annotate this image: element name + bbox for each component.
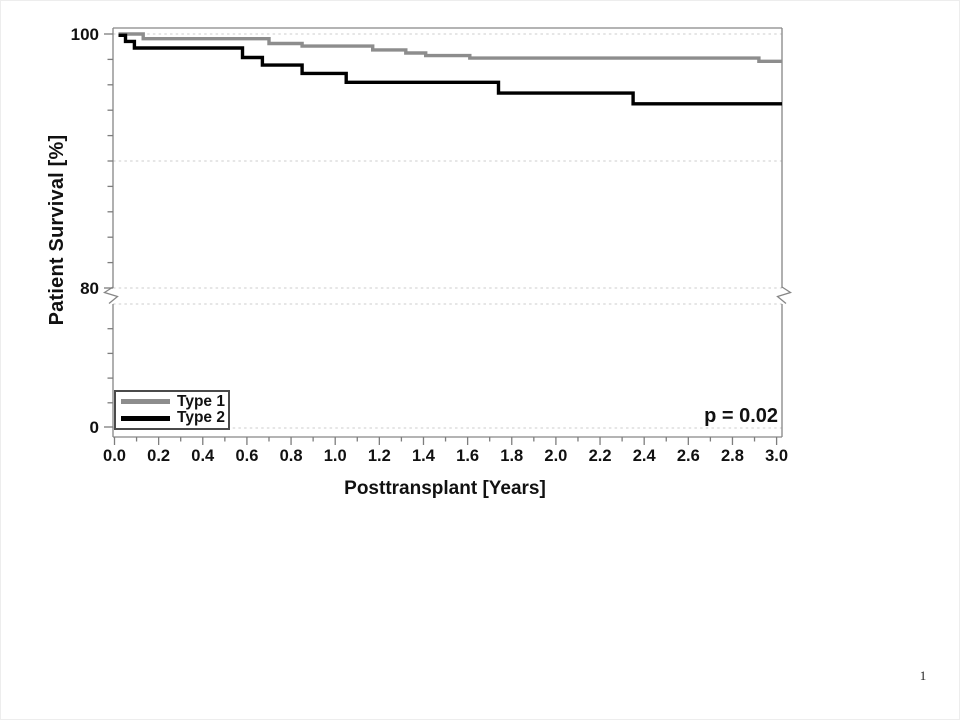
x-tick-label: 0.4 bbox=[191, 447, 215, 465]
x-tick-label: 3.0 bbox=[765, 447, 788, 465]
type1-line-swatch bbox=[121, 399, 170, 404]
x-tick-label: 1.6 bbox=[456, 447, 479, 465]
y-tick-label: 100 bbox=[71, 25, 99, 44]
x-tick-label: 0.0 bbox=[103, 447, 126, 465]
legend-entry-type1: Type 1 bbox=[121, 392, 225, 410]
p-value-annotation: p = 0.02 bbox=[704, 405, 778, 427]
y-axis-break-left bbox=[102, 286, 119, 305]
y-axis-title: Patient Survival [%] bbox=[46, 134, 68, 326]
type2-line-swatch bbox=[121, 416, 170, 421]
legend-label-type1: Type 1 bbox=[177, 392, 225, 410]
x-tick-label: 2.2 bbox=[589, 447, 612, 465]
x-tick-label: 2.4 bbox=[633, 447, 657, 465]
y-axis-break-right bbox=[776, 286, 793, 305]
y-tick-label: 0 bbox=[90, 418, 99, 437]
x-tick-label: 2.0 bbox=[544, 447, 567, 465]
slide-page-number: 1 bbox=[919, 668, 927, 683]
legend-label-type2: Type 2 bbox=[177, 409, 225, 427]
x-tick-label: 0.2 bbox=[147, 447, 170, 465]
x-tick-label: 0.6 bbox=[235, 447, 258, 465]
legend: Type 1 Type 2 bbox=[114, 390, 230, 430]
survival-curve-type-1 bbox=[118, 32, 782, 63]
x-axis-title: Posttransplant [Years] bbox=[344, 478, 546, 499]
x-tick-label: 2.8 bbox=[721, 447, 744, 465]
y-tick-label: 80 bbox=[80, 279, 99, 298]
x-tick-label: 0.8 bbox=[280, 447, 303, 465]
x-tick-label: 1.8 bbox=[500, 447, 523, 465]
legend-entry-type2: Type 2 bbox=[121, 409, 225, 427]
x-tick-label: 2.6 bbox=[677, 447, 700, 465]
x-tick-label: 1.2 bbox=[368, 447, 391, 465]
x-tick-label: 1.0 bbox=[324, 447, 347, 465]
survival-curve-type-2 bbox=[118, 33, 782, 106]
x-tick-label: 1.4 bbox=[412, 447, 436, 465]
